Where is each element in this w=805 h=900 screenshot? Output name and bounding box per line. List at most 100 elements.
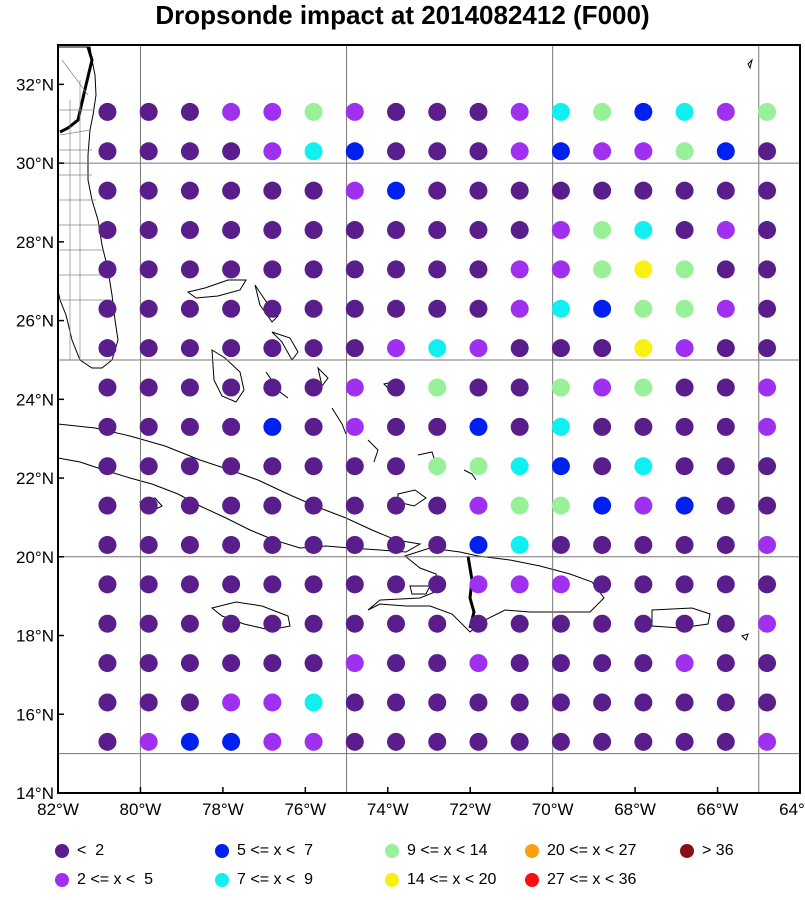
impact-dots [98, 102, 777, 751]
impact-dot [634, 299, 653, 318]
impact-dot [510, 142, 529, 161]
impact-dot [634, 260, 653, 279]
impact-dot [180, 457, 199, 476]
impact-dot [510, 496, 529, 515]
impact-dot [304, 142, 323, 161]
y-tick-label: 28°N [16, 233, 54, 252]
impact-dot [180, 181, 199, 200]
legend-swatch [215, 844, 229, 858]
impact-dot [758, 654, 777, 673]
impact-dot [634, 457, 653, 476]
impact-dot [593, 457, 612, 476]
impact-dot [469, 417, 488, 436]
impact-dot [98, 614, 117, 633]
impact-dot [98, 102, 117, 121]
impact-dot [428, 614, 447, 633]
impact-dot [98, 142, 117, 161]
impact-dot [387, 102, 406, 121]
impact-dot [139, 142, 158, 161]
cuba-outline [57, 423, 422, 553]
impact-dot [551, 693, 570, 712]
impact-dot [222, 299, 241, 318]
impact-dot [387, 181, 406, 200]
impact-dot [593, 693, 612, 712]
impact-dot [263, 260, 282, 279]
impact-dot [634, 221, 653, 240]
impact-dot [716, 496, 735, 515]
legend-swatch [385, 844, 399, 858]
impact-dot [222, 654, 241, 673]
x-tick-label: 66°W [697, 800, 739, 819]
impact-dot [551, 102, 570, 121]
impact-dot [758, 260, 777, 279]
impact-dot [675, 339, 694, 358]
impact-dot [593, 299, 612, 318]
impact-dot [675, 221, 694, 240]
impact-dot [304, 535, 323, 554]
impact-dot [551, 732, 570, 751]
impact-dot [139, 378, 158, 397]
impact-dot [304, 339, 323, 358]
impact-dot [593, 575, 612, 594]
impact-dot [551, 654, 570, 673]
map-title: Dropsonde impact at 2014082412 (F000) [155, 0, 650, 30]
impact-dot [551, 457, 570, 476]
impact-dot [263, 575, 282, 594]
bahamas-cat [317, 366, 329, 388]
impact-dot [222, 575, 241, 594]
impact-dot [634, 654, 653, 673]
bahamas-eleuthera [271, 331, 299, 361]
legend-swatch [215, 873, 229, 887]
impact-dot [593, 181, 612, 200]
impact-dot [469, 378, 488, 397]
impact-dot [428, 496, 447, 515]
impact-dot [345, 378, 364, 397]
map-grid [58, 45, 800, 793]
impact-dot [716, 614, 735, 633]
x-tick-label: 68°W [614, 800, 656, 819]
impact-dot [98, 417, 117, 436]
impact-dot [98, 378, 117, 397]
impact-dot [180, 142, 199, 161]
impact-dot [510, 693, 529, 712]
impact-dot [551, 339, 570, 358]
impact-dot [180, 496, 199, 515]
impact-dot [345, 417, 364, 436]
impact-dot [263, 221, 282, 240]
impact-dot [222, 221, 241, 240]
y-tick-label: 14°N [16, 784, 54, 803]
impact-dot [428, 339, 447, 358]
impact-dot [304, 693, 323, 712]
impact-dot [469, 221, 488, 240]
impact-dot [758, 142, 777, 161]
impact-dot [222, 614, 241, 633]
impact-dot [428, 693, 447, 712]
impact-dot [387, 260, 406, 279]
impact-dot [716, 339, 735, 358]
impact-dot [593, 496, 612, 515]
impact-dot [758, 575, 777, 594]
impact-dot [263, 614, 282, 633]
legend-label: 5 <= x < 7 [237, 842, 314, 859]
impact-dot [716, 102, 735, 121]
impact-dot [263, 457, 282, 476]
impact-dot [510, 614, 529, 633]
impact-dot [593, 378, 612, 397]
impact-dot [304, 260, 323, 279]
impact-dot [304, 457, 323, 476]
impact-dot [551, 575, 570, 594]
impact-dot [675, 535, 694, 554]
impact-dot [263, 339, 282, 358]
impact-dot [139, 654, 158, 673]
impact-dot [469, 535, 488, 554]
impact-dot [675, 378, 694, 397]
impact-dot [345, 732, 364, 751]
impact-dot [428, 102, 447, 121]
impact-dot [675, 142, 694, 161]
impact-dot [263, 693, 282, 712]
impact-dot [387, 693, 406, 712]
impact-dot [551, 142, 570, 161]
impact-dot [345, 221, 364, 240]
impact-dot [469, 142, 488, 161]
impact-dot [139, 693, 158, 712]
